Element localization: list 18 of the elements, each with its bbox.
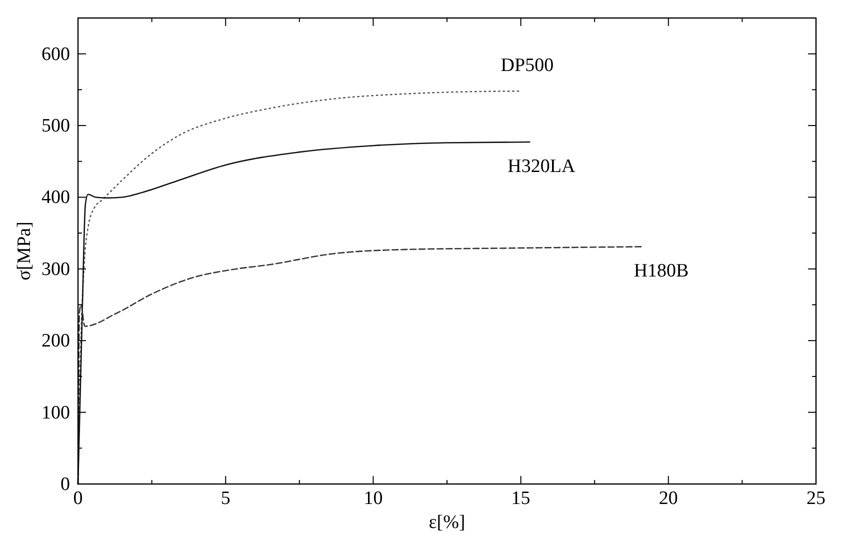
y-tick-label: 400: [42, 187, 70, 208]
y-tick-label: 300: [42, 258, 70, 280]
x-tick-label: 10: [364, 488, 383, 509]
x-tick-label: 20: [658, 488, 678, 509]
x-axis-title: ε[%]: [428, 512, 466, 533]
series-label: H320LA: [508, 156, 576, 178]
series-label: DP500: [500, 55, 554, 76]
x-tick-label: 5: [220, 488, 230, 509]
x-tick-label: 0: [73, 488, 83, 509]
y-tick-label: 100: [42, 402, 70, 424]
y-tick-label: 500: [42, 116, 70, 137]
y-axis-title: σ[MPa]: [14, 222, 35, 280]
x-tick-label: 25: [806, 488, 826, 509]
y-tick-label: 0: [60, 474, 70, 495]
x-tick-label: 15: [511, 488, 530, 509]
y-tick-label: 600: [42, 44, 70, 65]
series-label: H180B: [634, 260, 689, 282]
y-tick-label: 200: [42, 330, 70, 352]
